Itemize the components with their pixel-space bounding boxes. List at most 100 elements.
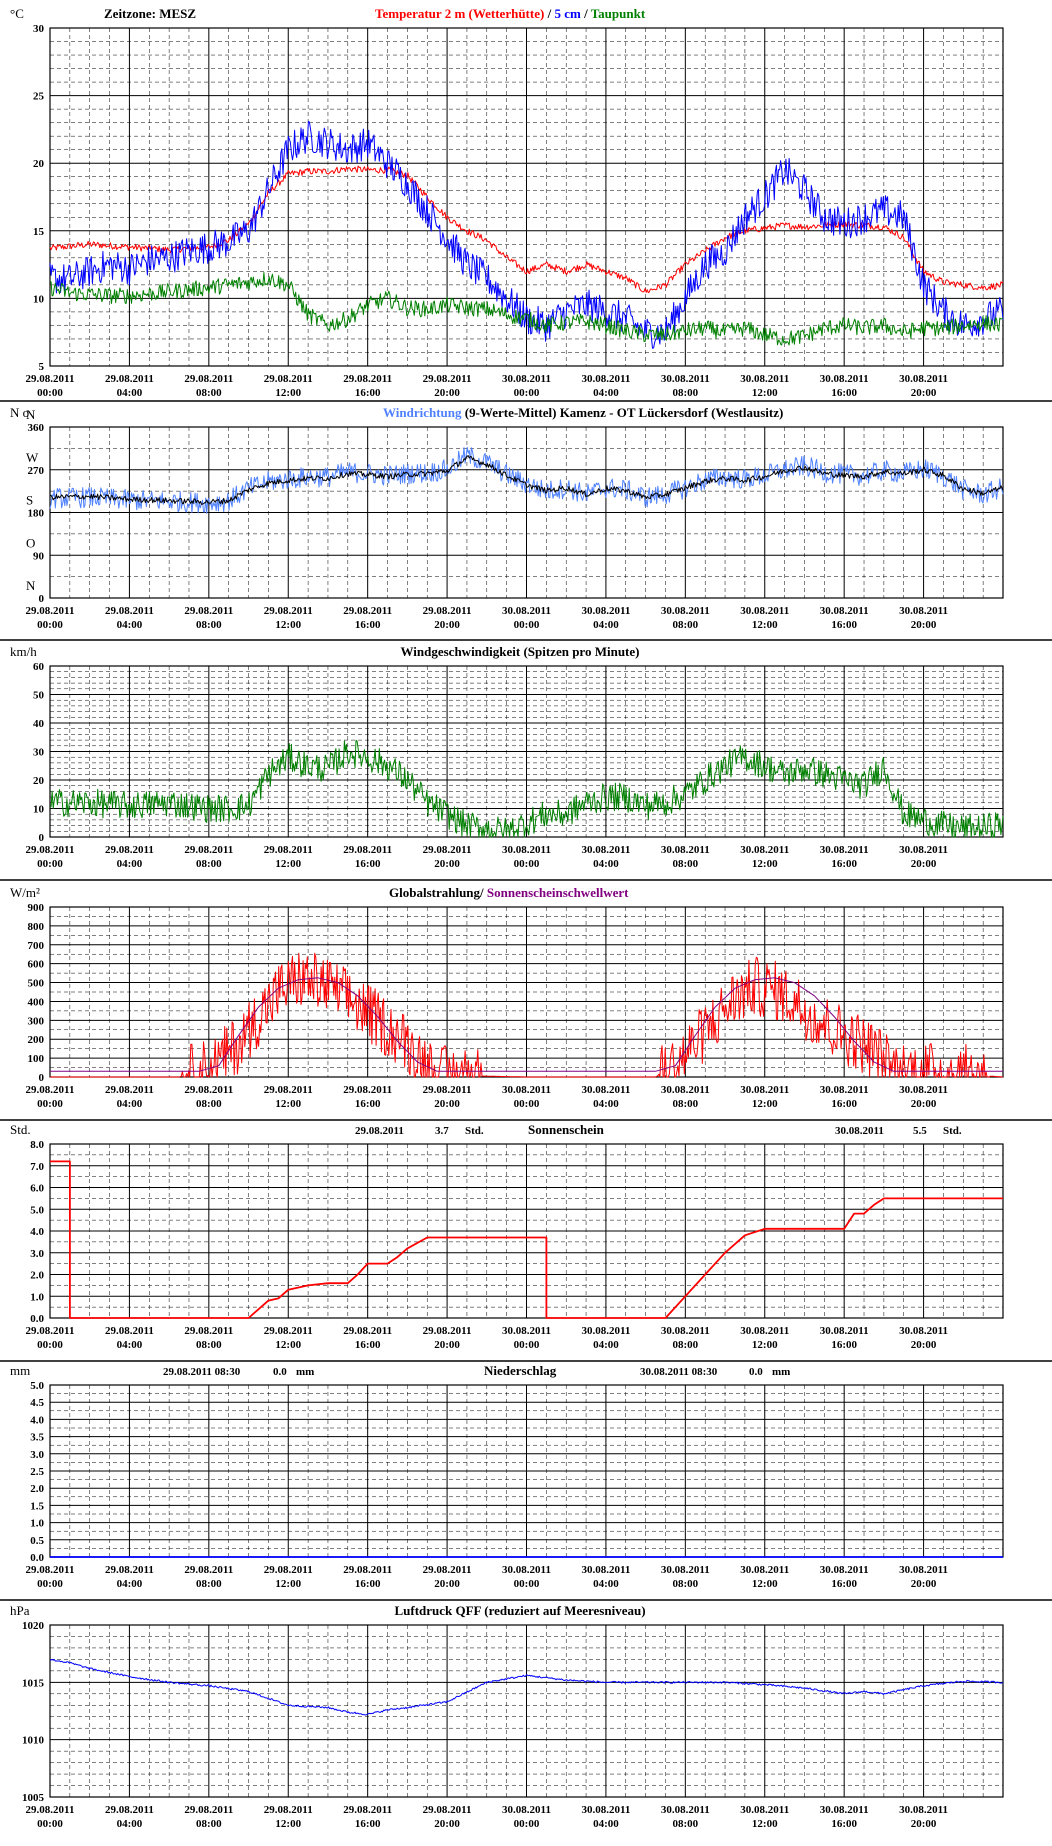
y-tick-label: 0.5 — [30, 1535, 44, 1547]
x-tick-date: 30.08.2011 — [502, 1804, 551, 1816]
x-tick-date: 30.08.2011 — [581, 373, 630, 385]
x-tick-date: 30.08.2011 — [899, 844, 948, 856]
x-tick-date: 29.08.2011 — [343, 373, 392, 385]
x-tick-date: 30.08.2011 — [740, 844, 789, 856]
x-tick-date: 29.08.2011 — [264, 605, 313, 617]
y-tick-label: 600 — [28, 959, 45, 971]
y-tick-label: 7.0 — [30, 1161, 44, 1173]
y-tick-label: 30 — [33, 23, 45, 35]
x-tick-time: 08:00 — [672, 1098, 698, 1110]
summary-unit: mm — [772, 1366, 790, 1378]
plot-frame — [49, 1624, 1004, 1798]
x-tick-time: 16:00 — [355, 1098, 381, 1110]
x-tick-date: 30.08.2011 — [661, 1804, 710, 1816]
x-tick-time: 08:00 — [672, 387, 698, 399]
y-tick-label: 1.5 — [30, 1500, 44, 1512]
title-part: / — [544, 6, 554, 21]
summary-date: 30.08.2011 — [835, 1125, 884, 1137]
unit-label: °C — [10, 6, 24, 21]
y-tick-label: 700 — [28, 940, 45, 952]
compass-label: S — [26, 493, 33, 508]
x-tick-time: 16:00 — [831, 387, 857, 399]
unit-label: mm — [10, 1363, 30, 1378]
x-tick-date: 29.08.2011 — [264, 1084, 313, 1096]
x-tick-date: 30.08.2011 — [820, 373, 869, 385]
x-tick-time: 20:00 — [434, 619, 460, 631]
x-tick-time: 20:00 — [434, 387, 460, 399]
x-tick-date: 29.08.2011 — [264, 1564, 313, 1576]
x-tick-time: 04:00 — [593, 1818, 619, 1830]
x-tick-date: 29.08.2011 — [184, 1804, 233, 1816]
chart-panel-5: 0.0 1.0 2.0 3.0 4.0 5.0 6.0 7.0 8.0 Std. Sonnensch… — [0, 1122, 1052, 1362]
y-tick-label: 2.0 — [30, 1483, 44, 1495]
x-tick-time: 16:00 — [355, 1578, 381, 1590]
x-tick-date: 29.08.2011 — [184, 1325, 233, 1337]
y-tick-label: 3.0 — [30, 1248, 44, 1260]
series-line-1 — [49, 739, 1004, 838]
x-tick-date: 29.08.2011 — [105, 1325, 154, 1337]
x-tick-time: 12:00 — [752, 1818, 778, 1830]
x-tick-time: 16:00 — [831, 1339, 857, 1351]
x-tick-time: 20:00 — [911, 858, 937, 870]
chart-title: Luftdruck QFF (reduziert auf Meeresnivea… — [394, 1603, 645, 1618]
summary-date: 30.08.2011 08:30 — [640, 1366, 718, 1378]
title-part: Luftdruck QFF (reduziert auf Meeresnivea… — [394, 1603, 645, 1618]
y-tick-label: 6.0 — [30, 1183, 44, 1195]
x-tick-time: 20:00 — [911, 387, 937, 399]
summary-value: 5.5 — [913, 1125, 927, 1137]
x-tick-time: 12:00 — [275, 1578, 301, 1590]
y-tick-label: 360 — [28, 422, 45, 434]
x-tick-time: 04:00 — [117, 1339, 143, 1351]
x-tick-time: 04:00 — [593, 1578, 619, 1590]
y-tick-label: 1015 — [22, 1677, 45, 1689]
x-tick-time: 08:00 — [196, 1098, 222, 1110]
x-tick-time: 16:00 — [831, 619, 857, 631]
x-tick-date: 29.08.2011 — [105, 1564, 154, 1576]
x-tick-time: 08:00 — [672, 619, 698, 631]
x-tick-time: 00:00 — [514, 387, 540, 399]
x-tick-date: 29.08.2011 — [105, 605, 154, 617]
summary-date: 29.08.2011 08:30 — [163, 1366, 241, 1378]
y-tick-label: 20 — [33, 158, 45, 170]
x-tick-time: 00:00 — [514, 1578, 540, 1590]
x-tick-time: 16:00 — [831, 858, 857, 870]
x-tick-date: 30.08.2011 — [502, 1084, 551, 1096]
grid — [50, 666, 1003, 837]
grid — [50, 427, 1003, 598]
x-tick-date: 29.08.2011 — [423, 844, 472, 856]
y-tick-label: 30 — [33, 747, 45, 759]
y-tick-label: 400 — [28, 996, 45, 1008]
x-tick-time: 12:00 — [275, 858, 301, 870]
y-tick-label: 180 — [28, 508, 45, 520]
y-tick-label: 4.0 — [30, 1414, 44, 1426]
x-tick-time: 20:00 — [434, 858, 460, 870]
series-line-1 — [50, 1160, 1003, 1319]
x-tick-time: 00:00 — [37, 1818, 63, 1830]
chart-panel-1: 5 10 15 20 25 30 °C Zeitzone: MESZ Temperatur 2 … — [0, 6, 1052, 402]
series-line-1 — [49, 446, 1004, 514]
y-tick-label: 0 — [39, 593, 45, 605]
chart-panel-6: 0.00.51.01.52.02.53.03.54.04.55.0mm Niede… — [0, 1363, 1052, 1601]
series-line-1 — [49, 1658, 1004, 1716]
y-tick-label: 900 — [28, 902, 45, 914]
summary-value: 0.0 — [273, 1366, 287, 1378]
x-tick-time: 08:00 — [672, 858, 698, 870]
x-tick-time: 08:00 — [196, 1818, 222, 1830]
x-tick-time: 08:00 — [196, 1578, 222, 1590]
x-tick-date: 29.08.2011 — [423, 605, 472, 617]
x-tick-time: 00:00 — [514, 1339, 540, 1351]
title-part: Kamenz - OT Lückersdorf (Westlausitz) — [556, 405, 783, 420]
x-tick-date: 30.08.2011 — [740, 1564, 789, 1576]
title-part: Windrichtung — [383, 405, 462, 420]
y-tick-label: 1.0 — [30, 1518, 44, 1530]
x-tick-date: 29.08.2011 — [343, 1084, 392, 1096]
x-tick-date: 29.08.2011 — [105, 1084, 154, 1096]
x-tick-date: 30.08.2011 — [581, 844, 630, 856]
x-tick-date: 29.08.2011 — [264, 844, 313, 856]
x-tick-date: 30.08.2011 — [661, 373, 710, 385]
x-tick-date: 29.08.2011 — [423, 1325, 472, 1337]
grid — [50, 907, 1003, 1077]
summary-unit: Std. — [943, 1125, 962, 1137]
x-tick-time: 12:00 — [752, 1339, 778, 1351]
